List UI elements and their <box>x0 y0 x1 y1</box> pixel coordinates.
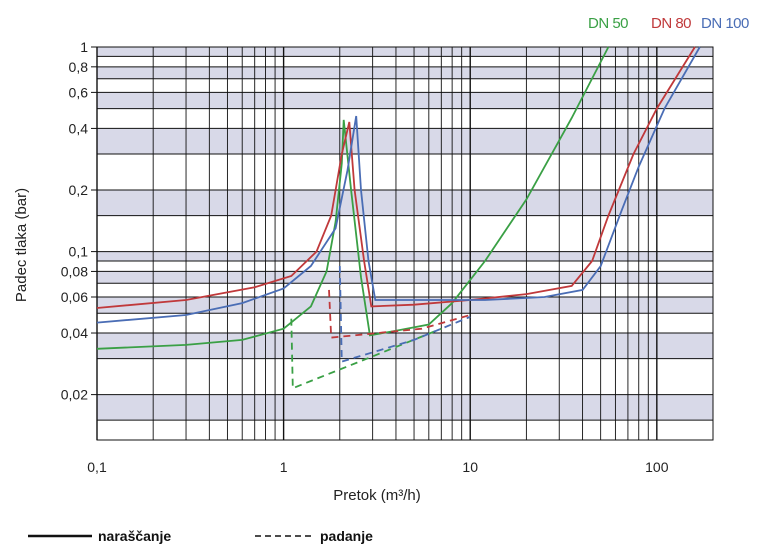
x-tick-label: 0,1 <box>87 459 107 475</box>
y-tick-label: 0,8 <box>69 59 89 75</box>
y-axis-label: Padec tlaka (bar) <box>13 188 30 302</box>
y-tick-label: 0,1 <box>69 244 89 260</box>
chart-band <box>97 108 713 129</box>
x-tick-label: 100 <box>645 459 669 475</box>
y-tick-label: 1 <box>80 39 88 55</box>
legend-item-dn-80: DN 80 <box>651 15 691 32</box>
legend-dashed-label: padanje <box>320 528 373 544</box>
chart-band <box>97 394 713 421</box>
y-tick-labels: 1 0,8 0,6 0,4 0,2 0,1 0,08 0,06 0,04 0,02 <box>61 39 97 403</box>
y-tick-label: 0,02 <box>61 387 88 403</box>
legend-item-dn-100: DN 100 <box>701 15 749 32</box>
legend-solid-label: naraščanje <box>98 528 171 544</box>
chart-band <box>97 251 713 261</box>
y-tick-label: 0,06 <box>61 289 88 305</box>
legend-bottom: naraščanje padanje <box>28 528 373 544</box>
chart-band <box>97 271 713 284</box>
chart-band <box>97 92 713 109</box>
chart-series <box>96 46 701 390</box>
chart-grid <box>96 46 714 441</box>
series-dn-100-falling <box>338 265 471 363</box>
chart-band <box>97 56 713 67</box>
chart-band <box>97 153 713 191</box>
legend-top: DN 50 DN 80 DN 100 <box>588 15 750 32</box>
chart-band <box>97 283 713 297</box>
y-tick-label: 0,4 <box>69 120 89 136</box>
series-dn-50-falling <box>290 318 442 390</box>
y-tick-label: 0,2 <box>69 182 89 198</box>
chart-band <box>97 333 713 359</box>
chart-band <box>97 358 713 395</box>
chart-band <box>97 128 713 154</box>
x-axis-label: Pretok (m³/h) <box>333 487 421 504</box>
chart-band <box>97 260 713 272</box>
series-dn-50-rising <box>96 46 610 350</box>
chart-band <box>97 47 713 57</box>
y-tick-label: 0,04 <box>61 325 88 341</box>
y-tick-label: 0,6 <box>69 84 89 100</box>
series-dn-100-rising <box>96 46 701 324</box>
series-dn-80-rising <box>96 46 696 309</box>
chart-band <box>97 420 713 440</box>
x-tick-label: 1 <box>280 459 288 475</box>
chart-band <box>97 215 713 252</box>
x-tick-labels: 0,1 1 10 100 <box>87 459 668 475</box>
x-tick-label: 10 <box>462 459 478 475</box>
y-tick-label: 0,08 <box>61 263 88 279</box>
chart-band <box>97 66 713 79</box>
legend-item-dn-50: DN 50 <box>588 15 628 32</box>
chart-bands <box>96 46 714 441</box>
chart-band <box>97 78 713 93</box>
